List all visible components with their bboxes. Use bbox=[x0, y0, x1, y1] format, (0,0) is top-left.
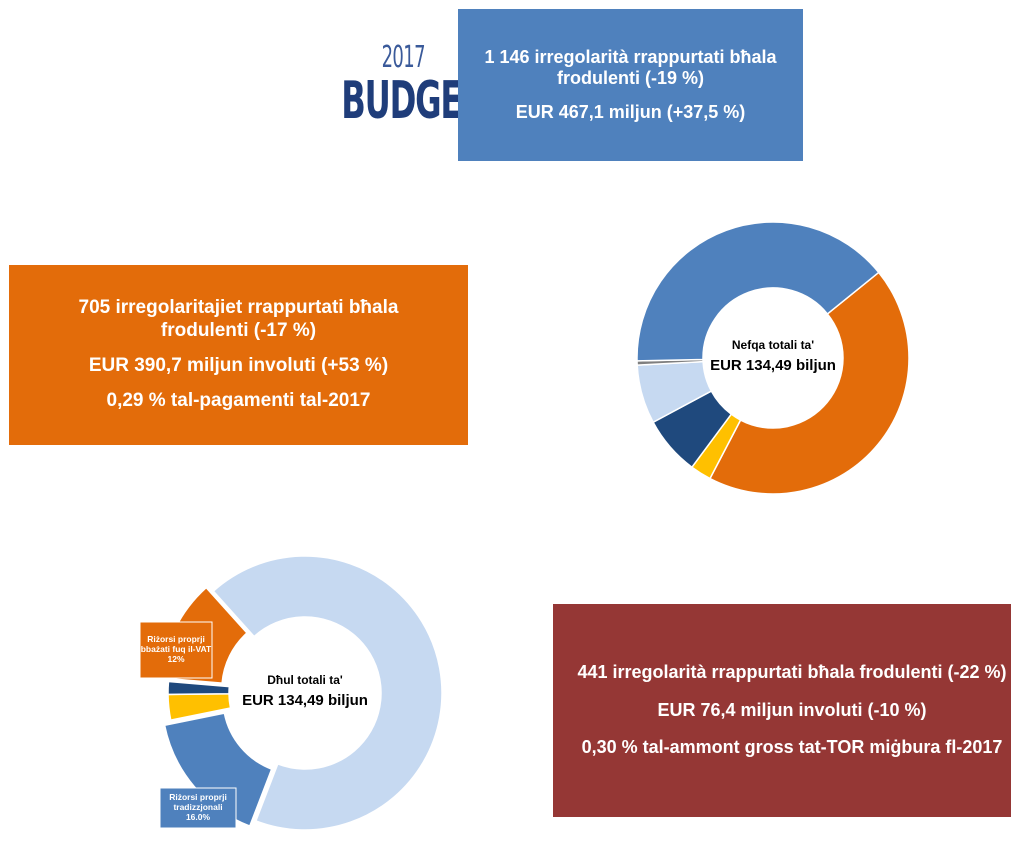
info-box: 705 irregolaritajiet rrappurtati bħala f… bbox=[9, 265, 468, 445]
info-box: 1 146 irregolarità rrappurtati bħala fro… bbox=[458, 9, 803, 161]
slice-name: Riżorsi proprji bbażati fuq il-VAT bbox=[140, 634, 212, 655]
pie-slice bbox=[636, 221, 880, 362]
slice-name: Riżorsi proprji tradizzjonali bbox=[169, 792, 227, 813]
box-line: 0,29 % tal-pagamenti tal-2017 bbox=[106, 389, 371, 411]
box-line: EUR 390,7 miljun involuti (+53 %) bbox=[88, 355, 389, 376]
center-title: Dħul totali ta' bbox=[267, 673, 343, 687]
slice-label-text: Riżorsi proprji bbażati fuq il-VAT 12% bbox=[140, 622, 212, 678]
box-line: 1 146 irregolarità rrappurtati bħala fro… bbox=[484, 46, 777, 89]
box-line: 0,30 % tal-ammont gross tat-TOR miġbura … bbox=[581, 737, 1003, 758]
slice-value: 12% bbox=[167, 653, 185, 664]
pie-slice bbox=[708, 271, 910, 495]
box-line: EUR 467,1 miljun (+37,5 %) bbox=[515, 101, 746, 122]
slice-value: 16.0% bbox=[185, 811, 211, 822]
info-box: 441 irregolarità rrappurtati bħala frodu… bbox=[553, 604, 1011, 817]
center-subtitle: EUR 134,49 biljun bbox=[242, 692, 368, 709]
slice-label-text: Riżorsi proprji tradizzjonali 16.0% bbox=[160, 788, 236, 828]
pie-slice bbox=[167, 680, 231, 696]
box-line: 441 irregolarità rrappurtati bħala frodu… bbox=[577, 662, 1007, 683]
center-subtitle: EUR 134,49 biljun bbox=[710, 357, 836, 374]
logo-year: 2017 bbox=[381, 40, 426, 75]
center-title: Nefqa totali ta' bbox=[732, 338, 814, 352]
box-line: EUR 76,4 miljun involuti (-10 %) bbox=[657, 699, 927, 720]
label-box bbox=[139, 621, 213, 679]
box-line: 705 irregolaritajiet rrappurtati bħala f… bbox=[78, 297, 399, 342]
label-box bbox=[159, 787, 237, 829]
pie-slice bbox=[212, 555, 443, 831]
